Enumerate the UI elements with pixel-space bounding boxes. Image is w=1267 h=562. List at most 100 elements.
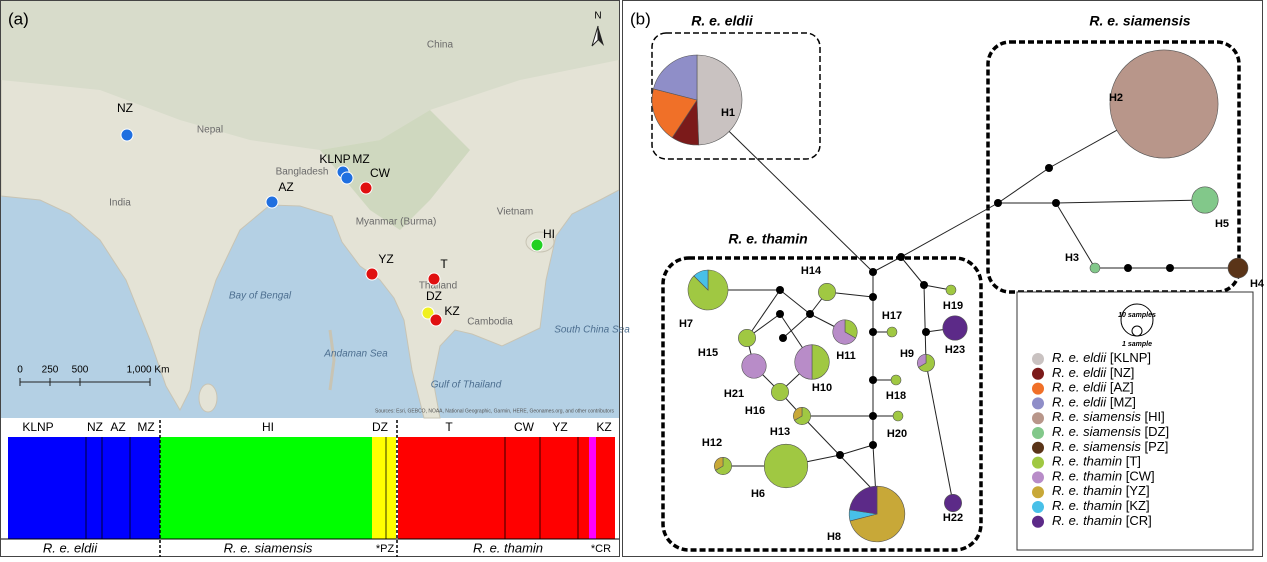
structure-group-label: *CR xyxy=(591,543,611,555)
structure-plot xyxy=(1,420,619,557)
sea-label: South China Sea xyxy=(554,325,630,336)
structure-label: DZ xyxy=(372,420,388,434)
legend-label: R. e. thamin [T] xyxy=(1052,454,1141,469)
haplotype-slice xyxy=(697,55,742,145)
structure-label: MZ xyxy=(137,420,154,434)
legend-label: R. e. thamin [YZ] xyxy=(1052,484,1150,499)
legend-label: R. e. siamensis [HI] xyxy=(1052,410,1165,425)
haplotype-label: H23 xyxy=(945,344,965,356)
legend-label: R. e. thamin [KZ] xyxy=(1052,498,1150,513)
site-label: KLNP xyxy=(319,152,350,166)
haplotype-label: H6 xyxy=(751,488,765,500)
site-label: AZ xyxy=(278,180,293,194)
legend-swatch xyxy=(1032,442,1044,454)
haplotype-label: H13 xyxy=(770,426,790,438)
legend-code: [NZ] xyxy=(1110,365,1135,380)
haplotype-node xyxy=(1228,258,1248,278)
legend-code: [AZ] xyxy=(1110,380,1134,395)
legend-swatch xyxy=(1032,471,1044,483)
structure-group-label: R. e. thamin xyxy=(473,540,543,555)
haplotype-node xyxy=(1110,50,1218,158)
sea-label: Bay of Bengal xyxy=(229,291,292,302)
legend-species: R. e. thamin xyxy=(1052,454,1122,469)
haplotype-node xyxy=(771,383,788,400)
haplotype-label: H11 xyxy=(836,350,856,362)
haplotype-label: H18 xyxy=(886,390,906,402)
legend-swatch xyxy=(1032,353,1044,365)
legend-swatch xyxy=(1032,486,1044,498)
legend-species: R. e. siamensis xyxy=(1052,439,1141,454)
legend-label: R. e. siamensis [DZ] xyxy=(1052,424,1169,439)
north-label: N xyxy=(594,11,601,22)
legend-label: R. e. thamin [CR] xyxy=(1052,513,1152,528)
legend-label: R. e. siamensis [PZ] xyxy=(1052,439,1168,454)
haplotype-slice xyxy=(812,345,829,380)
map-label: India xyxy=(109,198,131,209)
structure-label: YZ xyxy=(552,420,567,434)
legend-swatch xyxy=(1032,397,1044,409)
structure-group-label: R. e. siamensis xyxy=(224,540,313,555)
site-label: KZ xyxy=(444,304,459,318)
scale-label: 500 xyxy=(72,365,89,376)
haplotype-node xyxy=(943,316,967,340)
sea-label: Andaman Sea xyxy=(323,349,388,360)
site-label: HI xyxy=(543,227,555,241)
haplotype-node xyxy=(1090,263,1100,273)
structure-label: HI xyxy=(262,420,274,434)
scale-label: 0 xyxy=(17,365,23,376)
legend-code: [KLNP] xyxy=(1110,350,1151,365)
haplotype-label: H7 xyxy=(679,318,693,330)
legend-swatch xyxy=(1032,412,1044,424)
legend-label: R. e. eldii [AZ] xyxy=(1052,380,1134,395)
legend-code: [CR] xyxy=(1126,513,1152,528)
legend-label: R. e. eldii [NZ] xyxy=(1052,365,1134,380)
panel-label: (b) xyxy=(630,9,651,28)
haplotype-slice xyxy=(795,345,812,380)
haplotype-label: H14 xyxy=(801,265,822,277)
haplotype-node xyxy=(946,285,956,295)
site-marker xyxy=(531,239,543,251)
map-label: China xyxy=(427,40,454,51)
site-marker xyxy=(366,268,378,280)
haplotype-label: H19 xyxy=(943,300,963,312)
structure-label: AZ xyxy=(110,420,125,434)
haplotype-label: H17 xyxy=(882,310,902,322)
site-marker xyxy=(430,314,442,326)
scale-label: 250 xyxy=(42,365,59,376)
haplotype-node xyxy=(944,494,961,511)
site-label: DZ xyxy=(426,289,442,303)
site-label: YZ xyxy=(378,252,393,266)
structure-group-label: *PZ xyxy=(376,543,395,555)
site-marker xyxy=(341,172,353,184)
legend-code: [KZ] xyxy=(1126,498,1150,513)
haplotype-label: H3 xyxy=(1065,252,1079,264)
legend-species: R. e. siamensis xyxy=(1052,424,1141,439)
legend-swatch xyxy=(1032,501,1044,513)
group-title: R. e. eldii xyxy=(691,13,754,29)
haplotype-node xyxy=(893,411,903,421)
legend-code: [HI] xyxy=(1145,410,1165,425)
haplotype-node xyxy=(1192,187,1218,213)
structure-group-label: R. e. eldii xyxy=(43,540,98,555)
haplotype-label: H16 xyxy=(745,405,765,417)
haplotype-label: H15 xyxy=(698,347,718,359)
haplotype-label: H4 xyxy=(1250,278,1265,290)
site-label: T xyxy=(440,257,448,271)
legend-species: R. e. thamin xyxy=(1052,498,1122,513)
structure-label: KZ xyxy=(596,420,611,434)
legend-species: R. e. eldii xyxy=(1052,395,1107,410)
haplotype-node xyxy=(764,444,808,488)
haplotype-label: H20 xyxy=(887,428,907,440)
haplotype-label: H1 xyxy=(721,107,735,119)
site-label: CW xyxy=(370,166,391,180)
attribution: Sources: Esri, GEBCO, NOAA, National Geo… xyxy=(375,408,614,414)
map-label: Cambodia xyxy=(467,317,513,328)
size-legend-label: 1 sample xyxy=(1122,341,1152,348)
map-label: Vietnam xyxy=(497,207,534,218)
haplotype-label: H9 xyxy=(900,348,914,360)
legend-swatch xyxy=(1032,516,1044,528)
legend-code: [PZ] xyxy=(1145,439,1169,454)
group-title: R. e. siamensis xyxy=(1089,13,1190,29)
size-legend-label: 10 samples xyxy=(1118,312,1156,319)
site-label: NZ xyxy=(117,101,133,115)
